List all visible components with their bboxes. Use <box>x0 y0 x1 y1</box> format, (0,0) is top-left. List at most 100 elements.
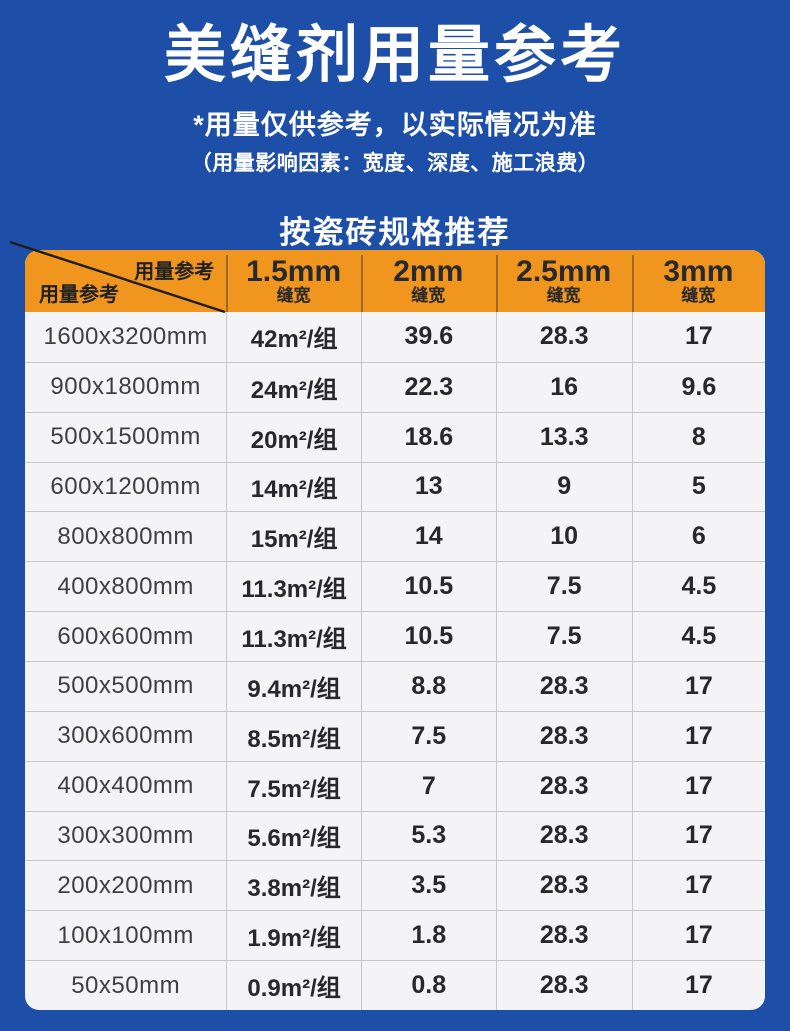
column-header-2mm: 2mm 缝宽 <box>360 250 496 312</box>
usage-2mm-cell: 0.8 <box>360 961 496 1010</box>
tile-spec-cell: 200x200mm <box>57 871 194 899</box>
table-row: 500x1500mm 20m²/组 18.6 13.3 8 <box>25 411 765 462</box>
usage-2-5mm-cell: 28.3 <box>495 911 632 961</box>
table-body: 1600x3200mm 42m²/组 39.6 28.3 17 900x1800… <box>25 312 765 1010</box>
usage-2mm-cell: 7.5 <box>360 711 496 761</box>
tile-spec-cell: 500x1500mm <box>50 423 201 451</box>
usage-2-5mm-cell: 28.3 <box>495 961 632 1010</box>
column-size-label: 2mm <box>393 254 464 288</box>
table-row: 600x1200mm 14m²/组 13 9 5 <box>25 461 765 512</box>
column-size-label: 1.5mm <box>246 254 342 288</box>
column-header-1-5mm: 1.5mm 缝宽 <box>226 250 361 312</box>
table-row: 600x600mm 11.3m²/组 10.5 7.5 4.5 <box>25 611 765 661</box>
usage-2-5mm-cell: 28.3 <box>495 811 632 861</box>
usage-2-5mm-cell: 13.3 <box>495 412 632 462</box>
column-size-label: 3mm <box>663 254 734 288</box>
usage-1-5mm-cell: 7.5m²/组 <box>226 761 361 811</box>
usage-2-5mm-cell: 10 <box>495 512 632 562</box>
usage-3mm-cell: 4.5 <box>631 562 765 612</box>
usage-2-5mm-cell: 9 <box>495 462 632 512</box>
section-title: 按瓷砖规格推荐 <box>279 215 511 251</box>
table-row: 300x600mm 8.5m²/组 7.5 28.3 17 <box>25 710 765 761</box>
hero-header: 美缝剂用量参考 *用量仅供参考，以实际情况为准 （用量影响因素：宽度、深度、施工… <box>0 0 790 252</box>
column-size-label: 2.5mm <box>516 254 612 288</box>
corner-header-cell: 用量参考 用量参考 <box>25 250 226 312</box>
usage-3mm-cell: 17 <box>631 961 765 1010</box>
usage-3mm-cell: 8 <box>631 412 765 462</box>
usage-1-5mm-cell: 14m²/组 <box>226 462 361 512</box>
column-sub-label: 缝宽 <box>276 286 311 306</box>
tile-spec-cell: 50x50mm <box>71 971 181 999</box>
tile-spec-cell: 600x1200mm <box>50 472 201 500</box>
usage-1-5mm-cell: 24m²/组 <box>226 362 361 412</box>
usage-factors-note: （用量影响因素：宽度、深度、施工浪费） <box>190 152 600 176</box>
column-sub-label: 缝宽 <box>411 286 446 306</box>
usage-3mm-cell: 17 <box>631 911 765 961</box>
usage-1-5mm-cell: 8.5m²/组 <box>226 711 361 761</box>
tile-spec-cell: 300x600mm <box>57 722 194 750</box>
table-row: 1600x3200mm 42m²/组 39.6 28.3 17 <box>25 312 765 362</box>
table-row: 400x800mm 11.3m²/组 10.5 7.5 4.5 <box>25 561 765 612</box>
usage-2mm-cell: 8.8 <box>360 662 496 711</box>
usage-2mm-cell: 14 <box>360 512 496 562</box>
tile-spec-cell: 800x800mm <box>57 522 194 550</box>
tile-spec-cell: 900x1800mm <box>50 373 201 401</box>
column-sub-label: 缝宽 <box>681 286 716 306</box>
usage-2mm-cell: 7 <box>360 761 496 811</box>
table-row: 800x800mm 15m²/组 14 10 6 <box>25 511 765 562</box>
usage-2mm-cell: 10.5 <box>360 562 496 612</box>
usage-2mm-cell: 10.5 <box>360 612 496 661</box>
table-row: 100x100mm 1.9m²/组 1.8 28.3 17 <box>25 910 765 961</box>
usage-3mm-cell: 4.5 <box>631 612 765 661</box>
usage-1-5mm-cell: 20m²/组 <box>226 412 361 462</box>
usage-2-5mm-cell: 28.3 <box>495 711 632 761</box>
usage-3mm-cell: 5 <box>631 462 765 512</box>
corner-label-top: 用量参考 <box>134 261 215 283</box>
usage-2-5mm-cell: 28.3 <box>495 312 632 362</box>
usage-1-5mm-cell: 5.6m²/组 <box>226 811 361 861</box>
usage-1-5mm-cell: 1.9m²/组 <box>226 911 361 961</box>
usage-table: 用量参考 用量参考 1.5mm 缝宽 2mm 缝宽 2.5mm 缝宽 3mm 缝… <box>25 250 765 1010</box>
usage-2-5mm-cell: 28.3 <box>495 662 632 711</box>
usage-1-5mm-cell: 9.4m²/组 <box>226 662 361 711</box>
table-row: 300x300mm 5.6m²/组 5.3 28.3 17 <box>25 810 765 861</box>
usage-3mm-cell: 17 <box>631 711 765 761</box>
usage-3mm-cell: 6 <box>631 512 765 562</box>
usage-1-5mm-cell: 3.8m²/组 <box>226 861 361 911</box>
tile-spec-cell: 600x600mm <box>57 622 194 650</box>
usage-3mm-cell: 17 <box>631 761 765 811</box>
usage-2mm-cell: 18.6 <box>360 412 496 462</box>
usage-2mm-cell: 3.5 <box>360 861 496 911</box>
usage-2mm-cell: 1.8 <box>360 911 496 961</box>
usage-2-5mm-cell: 16 <box>495 362 632 412</box>
usage-disclaimer-note: *用量仅供参考，以实际情况为准 <box>193 110 597 141</box>
table-header-row: 用量参考 用量参考 1.5mm 缝宽 2mm 缝宽 2.5mm 缝宽 3mm 缝… <box>25 250 765 312</box>
tile-spec-cell: 1600x3200mm <box>43 322 208 350</box>
usage-1-5mm-cell: 15m²/组 <box>226 512 361 562</box>
usage-1-5mm-cell: 11.3m²/组 <box>226 612 361 661</box>
column-header-2-5mm: 2.5mm 缝宽 <box>495 250 632 312</box>
tile-spec-cell: 400x800mm <box>57 572 194 600</box>
usage-2mm-cell: 39.6 <box>360 312 496 362</box>
table-row: 400x400mm 7.5m²/组 7 28.3 17 <box>25 760 765 811</box>
column-header-3mm: 3mm 缝宽 <box>631 250 765 312</box>
usage-3mm-cell: 17 <box>631 811 765 861</box>
usage-3mm-cell: 17 <box>631 662 765 711</box>
table-row: 500x500mm 9.4m²/组 8.8 28.3 17 <box>25 661 765 711</box>
usage-2-5mm-cell: 7.5 <box>495 612 632 661</box>
usage-2mm-cell: 22.3 <box>360 362 496 412</box>
usage-3mm-cell: 17 <box>631 312 765 362</box>
corner-label-bottom: 用量参考 <box>39 284 119 306</box>
table-row: 900x1800mm 24m²/组 22.3 16 9.6 <box>25 361 765 412</box>
usage-3mm-cell: 17 <box>631 861 765 911</box>
page-title: 美缝剂用量参考 <box>163 21 626 90</box>
table-row: 50x50mm 0.9m²/组 0.8 28.3 17 <box>25 960 765 1010</box>
tile-spec-cell: 500x500mm <box>57 672 194 700</box>
tile-spec-cell: 400x400mm <box>57 772 194 800</box>
usage-1-5mm-cell: 0.9m²/组 <box>226 961 361 1010</box>
tile-spec-cell: 300x300mm <box>57 821 194 849</box>
usage-2mm-cell: 5.3 <box>360 811 496 861</box>
usage-2-5mm-cell: 28.3 <box>495 861 632 911</box>
usage-2-5mm-cell: 7.5 <box>495 562 632 612</box>
